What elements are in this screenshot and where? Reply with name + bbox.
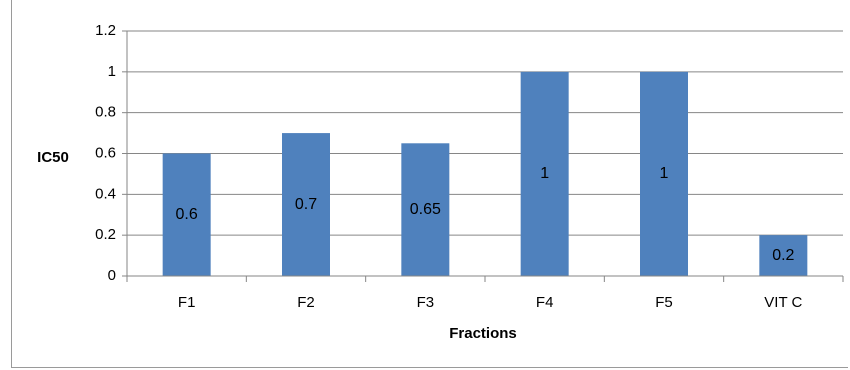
- x-tick-label: VIT C: [764, 294, 802, 311]
- bars: [162, 71, 808, 276]
- y-tick-label: 0: [108, 267, 116, 284]
- bar: [520, 71, 569, 276]
- y-axis-title: IC50: [37, 149, 69, 166]
- x-tick-label: F5: [655, 294, 673, 311]
- bar: [401, 143, 450, 276]
- gridlines: [127, 30, 843, 236]
- y-tick-label: 0.4: [95, 185, 116, 202]
- bar: [759, 235, 808, 276]
- x-tick-label: F1: [178, 294, 196, 311]
- x-tick-label: F3: [417, 294, 435, 311]
- data-label: 0.7: [295, 196, 317, 213]
- y-tick-label: 0.6: [95, 144, 116, 161]
- bar: [162, 153, 211, 276]
- bar: [282, 133, 330, 276]
- y-tick-label: 1: [108, 63, 116, 80]
- data-label: 1: [540, 165, 549, 182]
- data-label: 0.2: [772, 247, 794, 264]
- data-label: 0.65: [410, 201, 441, 218]
- y-tick-label: 0.2: [95, 226, 116, 243]
- labels: 0 0.2 0.4 0.6 0.8 1 1.2 0.6 F1 0.7 F2 0.65 F3 1 F4 1 F5 0…: [95, 22, 802, 311]
- x-tick-label: F2: [297, 294, 315, 311]
- data-label: 0.6: [176, 206, 198, 223]
- axes: [122, 30, 844, 282]
- y-tick-label: 1.2: [95, 22, 116, 39]
- data-label: 1: [660, 165, 669, 182]
- x-tick-label: F4: [536, 294, 554, 311]
- bar: [640, 71, 688, 276]
- x-axis-title: Fractions: [449, 325, 517, 342]
- y-tick-label: 0.8: [95, 104, 116, 121]
- chart-frame: [11, 0, 848, 368]
